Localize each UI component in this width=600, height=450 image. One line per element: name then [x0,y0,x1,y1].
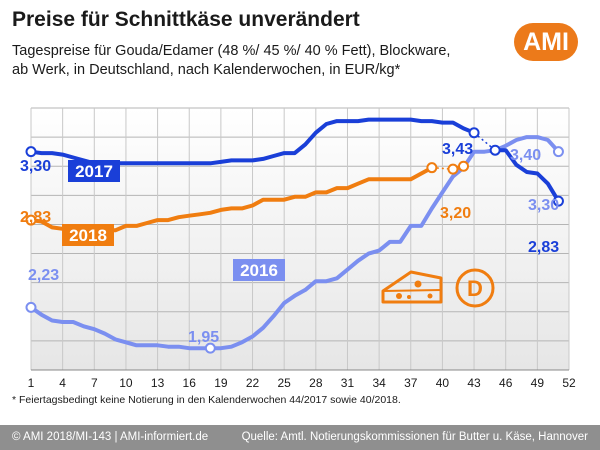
x-tick-label: 31 [341,376,355,390]
x-tick-labels: 1 4 7 10 13 16 19 22 25 28 31 34 37 40 43 46 49 52 [28,376,576,390]
x-tick-label: 7 [91,376,98,390]
marker-2017 [489,144,501,156]
legend-box-2016 [233,259,285,281]
chart-title: Preise für Schnittkäse unverändert [12,8,360,31]
cheese-icon [381,270,443,304]
x-tick-label: 25 [277,376,291,390]
legend-box-2018 [62,224,114,246]
legend-label-2017: 2017 [75,162,113,181]
line-chart: 1 4 7 10 13 16 19 22 25 28 31 34 37 40 43 46 49 52 2017 2… [20,107,576,390]
series-gap-2018 [431,166,454,170]
end-markers [25,127,564,354]
legend-label-2018: 2018 [69,226,107,245]
chart-subtitle: Tagespreise für Gouda/Edamer (48 %/ 45 %… [12,42,482,80]
value-label-2016-start: 2,23 [28,267,59,284]
x-tick-label: 49 [531,376,545,390]
marker-2017 [552,195,564,207]
value-label-2018-end: 3,20 [440,205,471,222]
marker-2018 [25,214,37,226]
footer-copyright: © AMI 2018/MI-143 | AMI-informiert.de [12,431,209,443]
value-label-2017-start: 3,30 [20,158,51,175]
marker-2018 [458,160,470,172]
footer-source: Quelle: Amtl. Notierungskommissionen für… [241,431,588,443]
value-label-2016-high: 3,40 [510,147,541,164]
marker-2017 [25,146,37,158]
footnote: * Feiertagsbedingt keine Notierung in de… [12,394,401,406]
value-label-2017-high: 3,43 [442,141,473,158]
x-tick-label: 28 [309,376,323,390]
x-tick-label: 43 [467,376,481,390]
value-label-2018-start: 2,83 [20,209,51,226]
x-tick-label: 16 [183,376,197,390]
subtitle-line-1: Tagespreise für Gouda/Edamer (48 %/ 45 %… [12,43,451,59]
value-label-2016-low: 1,95 [188,329,219,346]
marker-2016 [25,301,37,313]
marker-2016 [204,342,216,354]
x-tick-label: 40 [436,376,450,390]
x-tick-label: 52 [562,376,576,390]
series-line-2016 [29,135,561,351]
value-label-2017-end: 2,83 [528,239,559,256]
x-tick-label: 19 [214,376,228,390]
x-tick-label: 10 [119,376,133,390]
x-tick-label: 22 [246,376,260,390]
marker-2018 [447,163,459,175]
germany-d-icon: D [455,268,495,308]
series-line-2017 [493,148,561,204]
marker-2016 [552,146,564,158]
x-tick-label: 4 [59,376,66,390]
legend-box-2017 [68,160,120,182]
x-tick-label: 37 [404,376,418,390]
legend-label-2016: 2016 [240,261,278,280]
x-tick-label: 13 [151,376,165,390]
svg-text:D: D [467,276,483,301]
marker-2017 [468,127,480,139]
marker-2018 [426,162,438,174]
subtitle-line-2: ab Werk, in Deutschland, nach Kalenderwo… [12,62,401,78]
ami-logo: AMI [514,23,578,61]
value-label-2016-end: 3,30 [528,197,559,214]
footer-bar: © AMI 2018/MI-143 | AMI-informiert.de Qu… [0,425,600,450]
x-tick-label: 34 [372,376,386,390]
x-tick-label: 1 [28,376,35,390]
x-tick-label: 46 [499,376,513,390]
